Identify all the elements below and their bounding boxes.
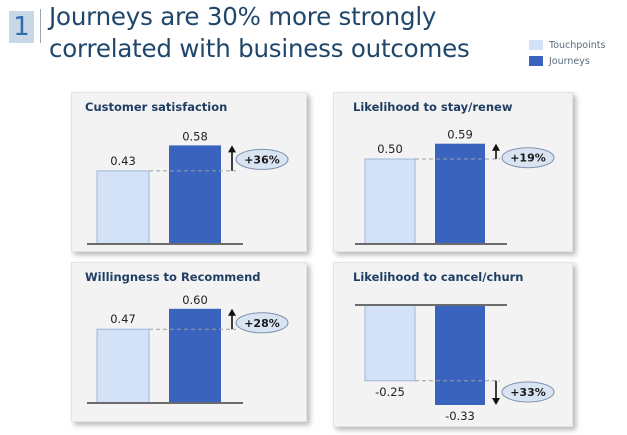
change-label: +19%: [510, 152, 546, 165]
change-label: +33%: [510, 386, 546, 399]
value-label-journeys: 0.59: [447, 128, 473, 142]
bar-touchpoints: [364, 304, 416, 382]
panel-title: Customer satisfaction: [85, 100, 228, 114]
change-callout: [501, 147, 555, 169]
legend-item-journeys: Journeys: [529, 54, 605, 68]
chart-likelihood-to-cancel: +33% -0.25 -0.33: [355, 304, 555, 423]
slide-title: Journeys are 30% more strongly correlate…: [49, 2, 470, 63]
bar-journeys: [435, 305, 485, 405]
legend-label-journeys: Journeys: [549, 55, 590, 67]
value-label-journeys: 0.60: [182, 293, 208, 307]
change-arrow-head: [492, 397, 500, 405]
bar-journeys: [169, 145, 221, 244]
panel-customer-satisfaction: Customer satisfaction +36% 0.43 0.58: [71, 92, 307, 252]
value-label-journeys: 0.58: [182, 129, 208, 143]
panel-title: Likelihood to cancel/churn: [353, 270, 524, 284]
value-label-touchpoints: 0.47: [110, 312, 136, 326]
bar-touchpoints: [96, 328, 150, 404]
slide-number: 1: [9, 11, 34, 43]
panel-willingness-to-recommend: Willingness to Recommend +28% 0.47 0.60: [71, 262, 307, 422]
panel-likelihood-to-stay: Likelihood to stay/renew +19% 0.50 0.59: [333, 92, 573, 252]
value-label-touchpoints: 0.43: [110, 154, 136, 168]
legend-label-touchpoints: Touchpoints: [549, 39, 606, 51]
change-callout: [501, 381, 555, 403]
value-label-touchpoints: -0.25: [375, 385, 405, 399]
chart-customer-satisfaction: +36% 0.43 0.58: [87, 129, 289, 245]
chart-likelihood-to-stay: +19% 0.50 0.59: [355, 128, 555, 245]
bar-journeys: [169, 308, 221, 403]
change-callout: [235, 312, 289, 334]
bar-journeys: [435, 143, 485, 244]
change-callout: [235, 148, 289, 170]
bar-touchpoints: [364, 158, 416, 245]
bar-touchpoints: [96, 170, 150, 245]
change-arrow-head: [492, 143, 500, 151]
change-label: +28%: [244, 317, 280, 330]
panel-title: Willingness to Recommend: [85, 270, 261, 284]
panel-likelihood-to-cancel: Likelihood to cancel/churn +33% -0.25 -0.3…: [333, 262, 573, 427]
panel-title: Likelihood to stay/renew: [353, 100, 513, 114]
value-label-journeys: -0.33: [445, 409, 475, 423]
change-label: +36%: [244, 153, 280, 166]
legend: Touchpoints Journeys: [529, 38, 605, 70]
change-arrow-head: [228, 145, 236, 153]
legend-swatch-journeys: [529, 56, 543, 66]
title-divider: [40, 9, 41, 43]
legend-swatch-touchpoints: [529, 40, 543, 50]
value-label-touchpoints: 0.50: [377, 142, 403, 156]
legend-item-touchpoints: Touchpoints: [529, 38, 605, 52]
change-arrow-head: [228, 308, 236, 316]
chart-willingness-to-recommend: +28% 0.47 0.60: [87, 293, 289, 404]
